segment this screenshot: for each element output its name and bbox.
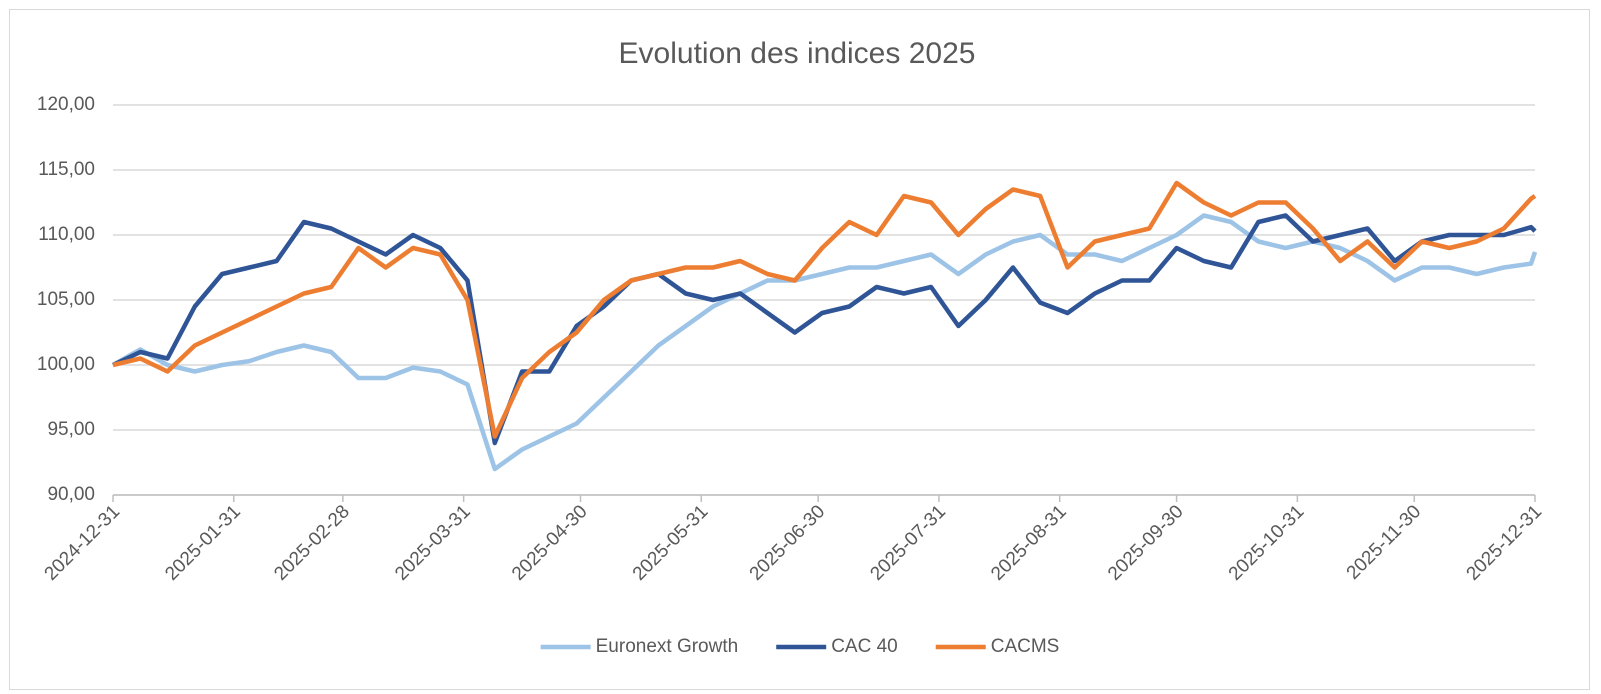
- y-tick-label: 90,00: [47, 484, 95, 505]
- y-tick-label: 100,00: [37, 354, 95, 375]
- y-tick-label: 110,00: [38, 224, 95, 245]
- legend-label: Euronext Growth: [596, 636, 739, 657]
- legend-label: CACMS: [991, 636, 1060, 657]
- y-tick-label: 115,00: [38, 159, 95, 180]
- chart-border: [9, 9, 1590, 690]
- legend-label: CAC 40: [831, 636, 898, 657]
- series-line: [112, 213, 1537, 446]
- y-tick-label: 120,00: [37, 94, 95, 115]
- y-tick-label: 105,00: [37, 289, 95, 310]
- series-line: [112, 180, 1537, 439]
- y-tick-label: 95,00: [47, 419, 95, 440]
- chart-title: Evolution des indices 2025: [619, 37, 976, 70]
